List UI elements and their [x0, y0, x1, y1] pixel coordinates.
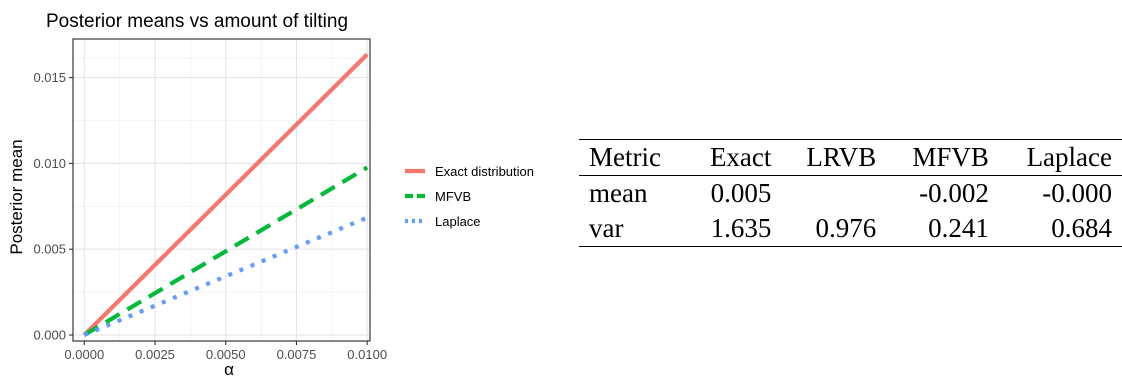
x-tick-label: 0.0000 — [64, 347, 104, 362]
y-tick-label: 0.015 — [33, 70, 66, 85]
legend-label: Laplace — [435, 214, 481, 229]
y-tick-label: 0.010 — [33, 156, 66, 171]
legend-label: MFVB — [435, 189, 471, 204]
table-cell: mean — [589, 178, 648, 208]
x-axis-label: α — [224, 360, 234, 379]
table-row: mean 0.005 -0.002 -0.000 — [579, 176, 1122, 212]
plot-panel-border — [72, 38, 371, 342]
table-cell: -0.000 — [1042, 178, 1112, 208]
x-tick-label: 0.0075 — [277, 347, 317, 362]
table-header-cell: MFVB — [912, 142, 989, 172]
legend: Exact distribution MFVB Laplace — [405, 164, 534, 229]
table-header-cell: Laplace — [1026, 142, 1112, 172]
table-header-cell: Metric — [589, 142, 661, 172]
series-line — [83, 165, 369, 337]
table-cell: 0.241 — [928, 213, 989, 243]
table-cell: 0.005 — [710, 178, 772, 208]
y-axis: 0.000 0.005 0.010 0.015 — [33, 70, 73, 342]
y-tick-label: 0.000 — [33, 327, 66, 342]
legend-label: Exact distribution — [435, 164, 534, 179]
y-axis-label: Posterior mean — [7, 139, 26, 254]
table-cell: var — [589, 213, 624, 243]
table-header-cell: Exact — [709, 142, 772, 172]
grid-major — [73, 39, 370, 341]
grid-minor — [73, 39, 370, 341]
table-cell — [781, 176, 886, 212]
table-row: var 1.635 0.976 0.241 0.684 — [579, 211, 1122, 247]
x-tick-label: 0.0050 — [206, 347, 246, 362]
table-header-row: Metric Exact LRVB MFVB Laplace — [579, 139, 1122, 176]
x-axis: 0.0000 0.0025 0.0050 0.0075 0.0100 — [64, 341, 387, 362]
table-cell: 1.635 — [710, 213, 772, 243]
metrics-table: Metric Exact LRVB MFVB Laplace mean 0.00… — [579, 139, 1122, 247]
table-cell: 0.684 — [1051, 213, 1112, 243]
table-header-cell: LRVB — [806, 142, 877, 172]
y-tick-label: 0.005 — [33, 242, 66, 257]
x-tick-label: 0.0100 — [347, 347, 387, 362]
series-lines — [82, 52, 369, 337]
series-line — [82, 52, 369, 337]
table-cell: -0.002 — [919, 178, 989, 208]
x-tick-label: 0.0025 — [135, 347, 175, 362]
chart-title: Posterior means vs amount of tilting — [46, 11, 348, 32]
table-cell: 0.976 — [815, 213, 877, 243]
series-line — [83, 215, 369, 337]
